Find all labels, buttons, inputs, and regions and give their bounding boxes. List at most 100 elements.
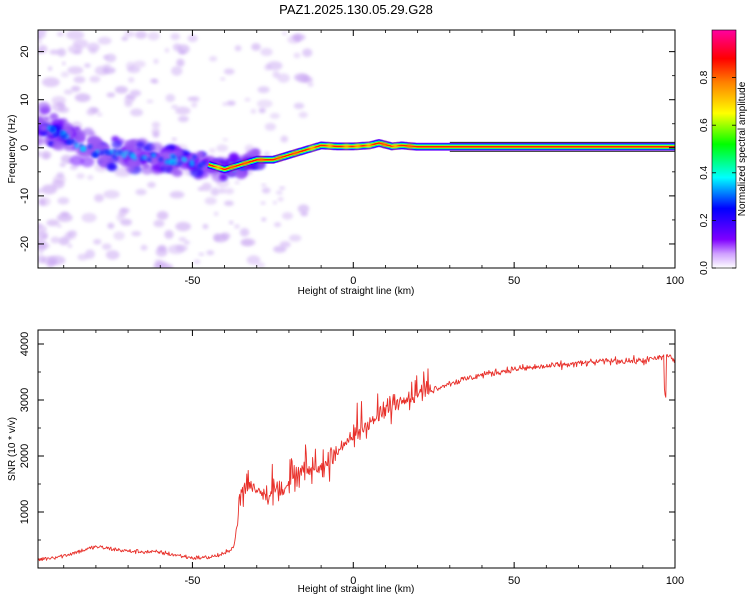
spectrogram-noise-cell: [210, 187, 220, 196]
spectrogram-noise-cell: [246, 255, 261, 265]
spectrogram-noise-cell: [156, 210, 169, 221]
spectrogram-noise-cell: [256, 99, 273, 108]
spectrogram-noise-cell: [218, 188, 226, 194]
spectrogram-noise-cell: [147, 31, 160, 41]
spectrogram-ridge-spot: [354, 143, 361, 149]
spectrogram-noise-cell: [58, 236, 70, 246]
spectrogram-noise-cell: [67, 66, 84, 75]
spectrogram-noise-cell: [302, 48, 313, 58]
spectrogram-noise-cell: [178, 49, 186, 55]
spectrogram-panel: -50 0 50 100 -20 -10 0 10 20 Height of straight …: [7, 29, 684, 297]
spectrogram-noise-cell: [257, 86, 270, 94]
spectrogram-noise-cell: [38, 45, 42, 50]
spectrogram-noise-cell: [240, 238, 256, 246]
spectrogram-noise-cell: [94, 193, 104, 203]
spectrogram-noise-cell: [89, 47, 98, 55]
spectrogram-peak-cell: [168, 160, 173, 164]
spectrogram-noise-cell: [134, 30, 147, 39]
spectrogram-noise-cell: [275, 190, 283, 195]
spectrogram-noise-cell: [41, 184, 58, 195]
spectrogram-band-cell: [82, 127, 94, 137]
spectrogram-noise-cell: [81, 212, 97, 223]
spectrogram-band-cell: [38, 136, 45, 146]
spectrogram-noise-cell: [56, 172, 65, 179]
spectrogram-noise-cell: [106, 92, 116, 98]
spectrogram-noise-cell: [97, 36, 112, 45]
spectrogram-noise-cell: [263, 151, 270, 157]
spectrogram-noise-cell: [135, 188, 147, 196]
spectrogram-peak-cell: [132, 156, 137, 160]
snr-ytick-label: 2000: [19, 444, 31, 468]
spectrogram-noise-cell: [41, 256, 58, 265]
spectrogram-noise-cell: [63, 89, 74, 95]
spectrogram-noise-cell: [38, 30, 47, 39]
spectrogram-noise-cell: [201, 182, 212, 192]
spectrogram-peak-cell: [93, 153, 98, 157]
spectrogram-noise-cell: [261, 183, 267, 187]
spectrogram-noise-cell: [42, 152, 50, 160]
spectrogram-noise-cell: [113, 231, 125, 241]
spectrogram-band-cell: [80, 156, 95, 168]
spectrogram-noise-cell: [226, 100, 236, 106]
spectrogram-band-cell: [64, 144, 72, 150]
spectrogram-band-cell: [86, 136, 98, 145]
spectrogram-noise-cell: [38, 222, 43, 229]
spectrogram-noise-cell: [213, 211, 219, 216]
spectrogram-noise-cell: [260, 201, 266, 205]
spectrogram-noise-cell: [206, 250, 215, 256]
spectrogram-band-cell: [106, 162, 118, 171]
spectrogram-noise-cell: [223, 68, 235, 75]
snr-ylabel: SNR (10 * v/v): [7, 417, 18, 481]
spectrogram-peak-cell: [142, 155, 147, 160]
spectrogram-noise-cell: [224, 187, 235, 195]
spectrogram-noise-cell: [234, 180, 240, 185]
spectrogram-peak-cell: [151, 153, 157, 158]
spectrogram-band-cell: [190, 167, 204, 178]
spectrogram-noise-cell: [50, 236, 60, 244]
spectrogram-band-cell: [69, 155, 84, 166]
spectrogram-noise-cell: [288, 234, 302, 242]
spectrogram-noise-cell: [48, 66, 53, 71]
spectrogram-ridge-spot: [214, 165, 222, 170]
spectrogram-band-cell: [124, 142, 136, 152]
spectrogram-band-cell: [234, 168, 247, 178]
snr-series-line: [38, 354, 675, 562]
spectrogram-noise-cell: [38, 250, 43, 254]
spectrogram-noise-cell: [273, 222, 282, 228]
spectrogram-noise-cell: [69, 165, 78, 170]
spectrogram-noise-cell: [307, 81, 314, 87]
spectrogram-noise-cell: [213, 233, 222, 242]
spectrogram-peak-cell: [164, 160, 170, 164]
spectrogram-peak-cell: [130, 153, 135, 158]
spectrogram-band-cell: [51, 139, 66, 151]
spectrogram-noise-cell: [153, 219, 165, 228]
spectrogram-noise-cell: [293, 102, 305, 110]
spectrogram-noise-cell: [234, 224, 240, 229]
spectrogram-noise-cell: [287, 35, 301, 44]
spectrogram-noise-cell: [197, 186, 205, 191]
spectrogram-noise-cell: [84, 63, 91, 68]
spectrogram-noise-cell: [191, 101, 198, 108]
spectrogram-peak-cell: [105, 151, 110, 155]
spectrogram-noise-cell: [74, 93, 91, 103]
snr-panel: -50 0 50 100 1000 2000 3000 4000 Height of stra…: [7, 329, 684, 595]
spectrogram-xtick-label: -50: [184, 275, 200, 287]
spectrogram-band-cell: [149, 142, 163, 153]
spectrogram-peak-cell: [189, 159, 195, 164]
spectrogram-ytick-label: 20: [19, 46, 31, 58]
spectrogram-peak-cell: [74, 144, 80, 148]
spectrogram-noise-cell: [281, 212, 293, 220]
spectrogram-noise-cell: [256, 262, 266, 268]
spectrogram-peak-cell: [177, 161, 183, 166]
spectrogram-noise-cell: [198, 252, 205, 256]
spectrogram-noise-cell: [146, 99, 154, 104]
spectrogram-noise-cell: [60, 71, 70, 78]
snr-ytick-label: 3000: [19, 388, 31, 412]
spectrogram-peak-cell: [171, 154, 176, 159]
spectrogram-noise-cell: [202, 224, 209, 230]
spectrogram-noise-cell: [58, 106, 70, 113]
spectrogram-noise-cell: [279, 186, 286, 190]
spectrogram-peak-cell: [146, 157, 152, 162]
spectrogram-ridge-spot: [257, 157, 265, 163]
colorbar-ticks: 0.0 0.2 0.4 0.6 0.8: [699, 70, 736, 275]
